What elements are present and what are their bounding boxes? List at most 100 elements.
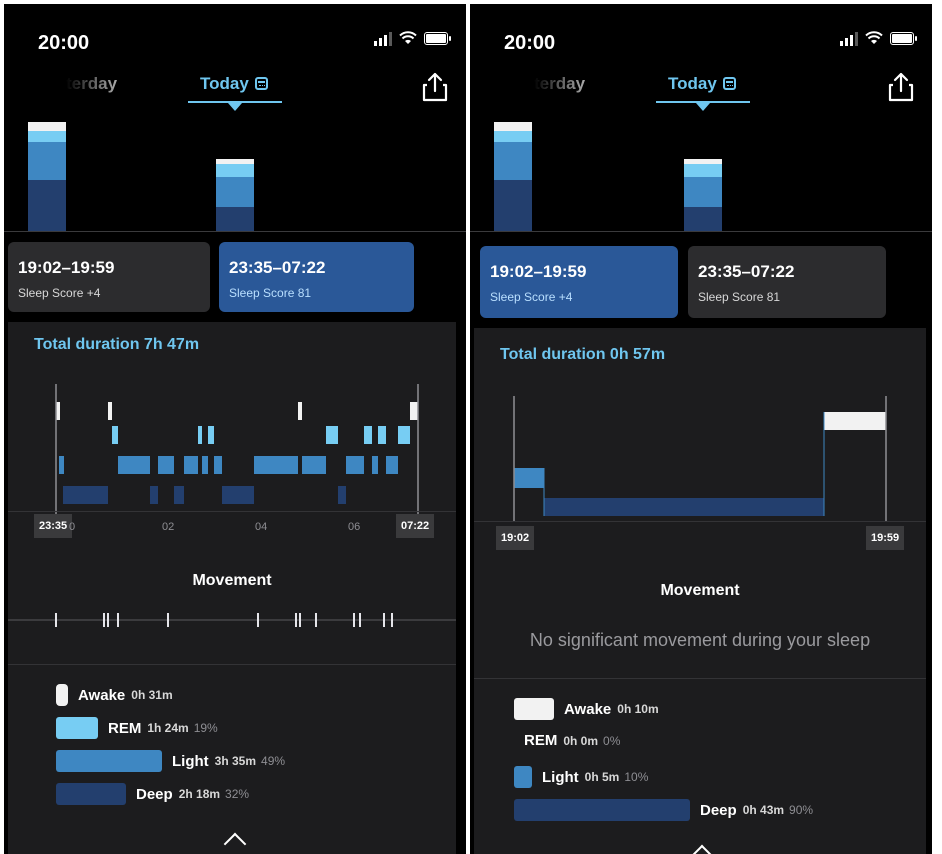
hypnogram-segment [298, 402, 302, 420]
hypnogram-segment [208, 426, 214, 444]
session-card-night[interactable]: 23:35–07:22 Sleep Score 81 [688, 246, 886, 318]
hour-tick: 06 [348, 521, 361, 533]
share-icon[interactable] [888, 72, 914, 102]
hypnogram-segment [112, 426, 118, 444]
session-time: 23:35–07:22 [698, 262, 795, 281]
hypnogram-svg [513, 396, 887, 521]
session-time: 23:35–07:22 [229, 258, 326, 277]
signal-icon [374, 30, 392, 46]
legend-percent: 19% [193, 721, 218, 735]
calendar-icon[interactable] [722, 77, 736, 90]
phone-screen-2: 20:00 terday Today 19:02–19:59 Sleep Sco… [470, 4, 932, 854]
wifi-icon [865, 31, 883, 45]
hypnogram-segment [158, 456, 174, 474]
legend-stage: Deep [136, 785, 173, 803]
tab-yesterday[interactable]: terday [66, 74, 118, 93]
tab-today-label: Today [668, 74, 717, 93]
day-tabs: terday Today [4, 72, 466, 112]
session-bar-evening[interactable] [28, 122, 66, 232]
legend-bar [56, 684, 68, 706]
tab-underline [188, 101, 282, 103]
hypnogram-start-label: 19:02 [496, 526, 535, 550]
legend-awake: Awake 0h 31m [56, 684, 178, 706]
legend-stage: Awake [564, 700, 612, 718]
hypnogram-segment [254, 456, 298, 474]
legend-bar [514, 698, 554, 720]
session-bar-night[interactable] [684, 159, 722, 232]
tab-today[interactable]: Today [668, 74, 736, 94]
wifi-icon [399, 31, 417, 45]
legend-duration: 0h 43m [742, 803, 785, 817]
legend-stage: Light [542, 768, 579, 786]
hypnogram-segment [302, 456, 326, 474]
movement-title: Movement [660, 582, 740, 599]
session-time: 19:02–19:59 [490, 262, 587, 281]
total-duration: Total duration 0h 57m [500, 346, 666, 363]
legend-duration: 0h 0m [563, 733, 599, 748]
hypnogram-segment [184, 456, 198, 474]
phone-screen-1: 20:00 terday Today 19:02–19:59 Sleep Sco… [4, 4, 466, 854]
legend-stage: REM [108, 719, 142, 737]
tab-caret [696, 103, 710, 111]
hypnogram-segment [198, 426, 202, 444]
battery-icon [424, 31, 451, 45]
hypnogram-segment [59, 456, 64, 474]
day-tabs: terday Today [470, 72, 932, 112]
status-time: 20:00 [38, 32, 90, 54]
legend-stage: Deep [700, 801, 737, 819]
hypnogram-segment [214, 456, 222, 474]
legend-duration: 0h 5m [584, 770, 620, 784]
session-card-evening[interactable]: 19:02–19:59 Sleep Score +4 [480, 246, 678, 318]
hypnogram-segment [338, 486, 346, 504]
hypnogram-segment [150, 486, 158, 504]
hypnogram-segment [372, 456, 378, 474]
share-icon[interactable] [422, 72, 448, 102]
session-bar-evening[interactable] [494, 122, 532, 232]
tab-today-label: Today [200, 74, 249, 93]
session-card-night[interactable]: 23:35–07:22 Sleep Score 81 [219, 242, 414, 312]
hypnogram-segment [398, 426, 410, 444]
session-card-evening[interactable]: 19:02–19:59 Sleep Score +4 [8, 242, 210, 312]
movement-title: Movement [192, 572, 272, 589]
hypnogram-segment [514, 468, 544, 488]
hypnogram-segment [63, 486, 108, 504]
hypnogram-start-label: 23:35 [34, 514, 73, 538]
legend-bar [56, 750, 162, 772]
legend-percent: 90% [789, 803, 814, 817]
legend-deep: Deep 0h 43m 90% [514, 799, 813, 821]
legend-bar [514, 766, 532, 788]
legend-light: Light 0h 5m 10% [514, 766, 648, 788]
hypnogram-svg [55, 384, 419, 524]
chevron-up-icon[interactable] [223, 832, 247, 854]
legend-stage: REM [524, 732, 558, 749]
hypnogram-end-label: 19:59 [866, 526, 905, 550]
hypnogram-segment [378, 426, 386, 444]
hour-tick: 0 [69, 521, 76, 533]
hour-tick: 04 [255, 521, 268, 533]
session-score: Sleep Score 81 [229, 286, 312, 300]
tab-yesterday[interactable]: terday [534, 74, 586, 93]
hypnogram-end-label: 07:22 [396, 514, 435, 538]
legend-duration: 2h 18m [178, 787, 221, 801]
legend-percent: 10% [624, 770, 649, 784]
status-icons [374, 30, 451, 46]
chevron-up-icon[interactable] [690, 844, 714, 854]
signal-icon [840, 30, 858, 46]
total-duration: Total duration 7h 47m [34, 336, 200, 353]
sessions-overview [470, 112, 932, 232]
session-bar-night[interactable] [216, 159, 254, 232]
legend-rem: REM 0h 0m 0% [524, 732, 620, 749]
hypnogram-segment [326, 426, 338, 444]
hypnogram-segment [222, 486, 254, 504]
legend-bar [56, 717, 98, 739]
tab-today[interactable]: Today [200, 74, 268, 94]
legend-duration: 3h 35m [214, 754, 257, 768]
calendar-icon[interactable] [254, 77, 268, 90]
hypnogram-segment [386, 456, 398, 474]
legend-percent: 0% [603, 733, 621, 748]
hypnogram-segment [174, 486, 184, 504]
hypnogram-chart [474, 386, 926, 536]
battery-icon [890, 31, 917, 45]
legend-percent: 49% [261, 754, 286, 768]
hypnogram-segment [202, 456, 208, 474]
